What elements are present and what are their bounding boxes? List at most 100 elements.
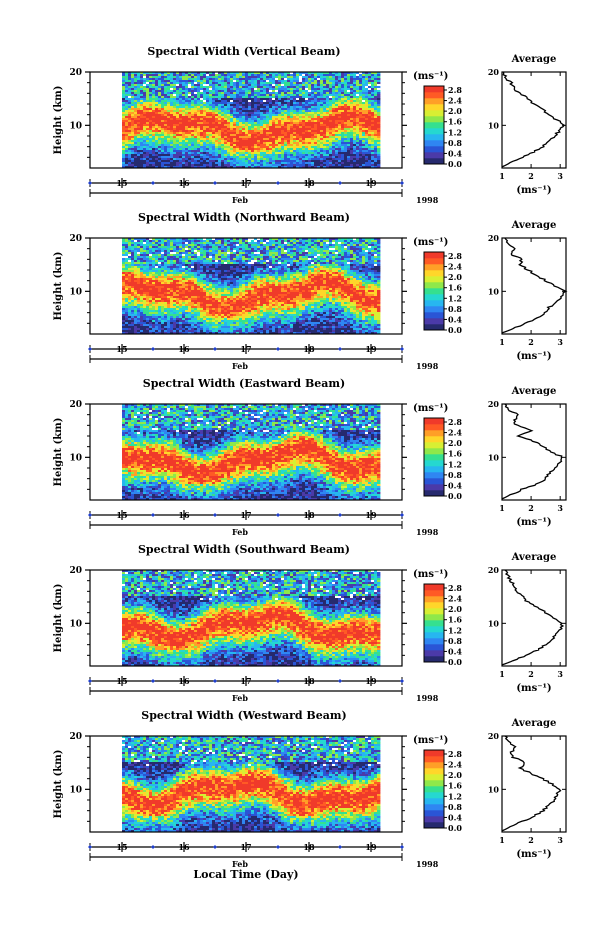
heatmap-cell [311,86,315,89]
heatmap-cell [212,80,216,83]
heatmap-cell [224,80,228,83]
heatmap-cell [317,136,321,139]
heatmap-cell [179,100,183,103]
heatmap-cell [206,88,210,91]
heatmap-cell [365,90,369,93]
heatmap-cell [374,144,378,147]
heatmap-cell [305,96,309,99]
heatmap-cell [350,152,354,155]
heatmap-cell [221,122,225,125]
heatmap-cell [197,98,201,101]
heatmap-cell [125,104,129,107]
heatmap-cell [140,124,144,127]
heatmap-cell [206,126,210,129]
heatmap-cell [269,150,273,153]
heatmap-cell [245,78,249,81]
heatmap-cell [362,74,366,77]
heatmap-cell [188,86,192,89]
heatmap-cell [236,104,240,107]
heatmap-cell [263,88,267,91]
heatmap-cell [365,140,369,143]
heatmap-cell [125,120,129,123]
heatmap-cell [278,100,282,103]
heatmap-cell [218,124,222,127]
heatmap-cell [143,124,147,127]
heatmap-cell [242,140,246,143]
heatmap-cell [299,116,303,119]
heatmap-cell [341,120,345,123]
heatmap-cell [371,82,375,85]
heatmap-cell [335,104,339,107]
heatmap-cell [362,92,366,95]
heatmap-cell [374,118,378,121]
heatmap-cell [308,114,312,117]
heatmap-cell [323,148,327,151]
heatmap-cell [230,140,234,143]
heatmap-cell [341,154,345,157]
heatmap-cell [317,128,321,131]
heatmap-cell [290,86,294,89]
heatmap-cell [236,102,240,105]
heatmap-cell [350,140,354,143]
heatmap-cell [200,124,204,127]
heatmap-cell [152,102,156,105]
heatmap-cell [179,154,183,157]
heatmap-cell [212,114,216,117]
heatmap-cell [278,80,282,83]
heatmap-cell [305,130,309,133]
heatmap-cell [272,142,276,145]
heatmap-cell [356,122,360,125]
heatmap-cell [182,84,186,87]
heatmap-cell [365,138,369,141]
heatmap-cell [152,146,156,149]
noon-marker [400,181,404,185]
heatmap-cell [287,152,291,155]
heatmap-cell [143,144,147,147]
heatmap-cell [167,120,171,123]
heatmap-cell [362,84,366,87]
heatmap-cell [140,122,144,125]
heatmap-cell [368,72,372,75]
heatmap-cell [284,96,288,99]
heatmap-cell [125,76,129,79]
heatmap-cell [350,108,354,111]
heatmap-cell [314,112,318,115]
heatmap-cell [350,106,354,109]
heatmap-cell [299,144,303,147]
heatmap-cell [173,92,177,95]
heatmap-cell [137,72,141,75]
heatmap-cell [152,118,156,121]
heatmap-cell [275,148,279,151]
heatmap-cell [275,114,279,117]
heatmap-cell [326,110,330,113]
heatmap-cell [158,146,162,149]
heatmap-cell [137,140,141,143]
heatmap-cell [356,124,360,127]
heatmap-cell [245,122,249,125]
heatmap-cell [128,94,132,97]
heatmap-cell [248,126,252,129]
heatmap-cell [299,96,303,99]
heatmap-cell [128,96,132,99]
heatmap-cell [263,98,267,101]
heatmap-cell [185,72,189,75]
heatmap-cell [128,152,132,155]
heatmap-cell [203,132,207,135]
heatmap-cell [140,80,144,83]
heatmap-cell [332,98,336,101]
heatmap-cell [227,126,231,129]
heatmap-cell [242,124,246,127]
heatmap-cell [278,120,282,123]
heatmap-cell [227,104,231,107]
colorbar-segment [424,116,444,123]
heatmap-cell [260,140,264,143]
heatmap-cell [248,148,252,151]
heatmap-cell [176,98,180,101]
heatmap-cell [173,104,177,107]
heatmap-cell [323,138,327,141]
heatmap-cell [194,86,198,89]
heatmap-cell [365,118,369,121]
heatmap-cell [308,124,312,127]
heatmap-cell [296,108,300,111]
heatmap-cell [185,116,189,119]
